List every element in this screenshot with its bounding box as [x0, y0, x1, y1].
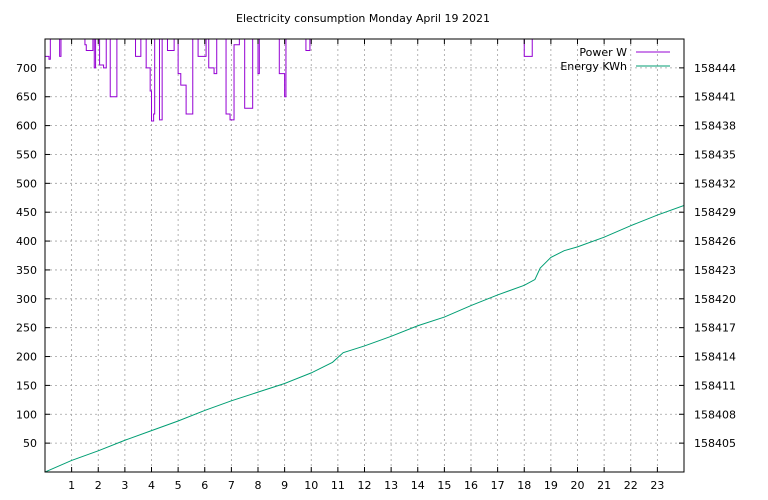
x-tick-label: 22: [624, 479, 638, 492]
y-left-tick-label: 650: [16, 91, 37, 104]
y-right-tick-label: 158429: [694, 206, 736, 219]
y-right-tick-label: 158405: [694, 437, 736, 450]
y-left-tick-label: 150: [16, 379, 37, 392]
x-tick-label: 13: [384, 479, 398, 492]
series-line-2: [45, 204, 684, 472]
x-tick-label: 10: [304, 479, 318, 492]
x-tick-label: 21: [597, 479, 611, 492]
y-left-tick-label: 350: [16, 264, 37, 277]
chart-title: Electricity consumption Monday April 19 …: [236, 12, 490, 25]
series-line-1: [45, 39, 533, 122]
x-tick-label: 9: [281, 479, 288, 492]
x-tick-label: 6: [201, 479, 208, 492]
x-tick-label: 18: [517, 479, 531, 492]
x-tick-label: 17: [491, 479, 505, 492]
y-left-tick-label: 700: [16, 62, 37, 75]
x-tick-label: 4: [148, 479, 155, 492]
legend-label: Power W: [579, 46, 627, 59]
x-tick-label: 1: [68, 479, 75, 492]
x-tick-label: 15: [437, 479, 451, 492]
y-right-tick-label: 158444: [694, 62, 736, 75]
y-right-tick-label: 158423: [694, 264, 736, 277]
x-tick-label: 11: [331, 479, 345, 492]
y-right-tick-label: 158420: [694, 293, 736, 306]
x-tick-label: 8: [255, 479, 262, 492]
y-left-tick-label: 300: [16, 293, 37, 306]
y-right-tick-label: 158432: [694, 177, 736, 190]
series-layer: [45, 39, 684, 472]
axis-ticks: 1 2 3 4 5 6 7 8 9 10 11 12 13 14 15 16 17 18 19 20 21 22 23501…: [16, 39, 736, 492]
y-right-tick-label: 158438: [694, 120, 736, 133]
y-right-tick-label: 158417: [694, 322, 736, 335]
x-tick-label: 20: [571, 479, 585, 492]
x-tick-label: 14: [411, 479, 425, 492]
y-left-tick-label: 100: [16, 408, 37, 421]
x-tick-label: 19: [544, 479, 558, 492]
y-left-tick-label: 250: [16, 322, 37, 335]
y-right-tick-label: 158426: [694, 235, 736, 248]
y-right-tick-label: 158435: [694, 148, 736, 161]
y-right-tick-label: 158411: [694, 379, 736, 392]
x-tick-label: 2: [95, 479, 102, 492]
y-left-tick-label: 600: [16, 120, 37, 133]
x-tick-label: 16: [464, 479, 478, 492]
y-left-tick-label: 500: [16, 177, 37, 190]
x-tick-label: 7: [228, 479, 235, 492]
y-right-tick-label: 158414: [694, 351, 736, 364]
y-left-tick-label: 50: [23, 437, 37, 450]
x-tick-label: 5: [175, 479, 182, 492]
grid: [45, 39, 684, 472]
y-right-tick-label: 158441: [694, 91, 736, 104]
x-tick-label: 12: [358, 479, 372, 492]
y-left-tick-label: 550: [16, 148, 37, 161]
y-right-tick-label: 158408: [694, 408, 736, 421]
y-left-tick-label: 400: [16, 235, 37, 248]
y-left-tick-label: 450: [16, 206, 37, 219]
y-left-tick-label: 200: [16, 351, 37, 364]
legend-label: Energy KWh: [560, 60, 627, 73]
x-tick-label: 3: [121, 479, 128, 492]
x-tick-label: 23: [650, 479, 664, 492]
